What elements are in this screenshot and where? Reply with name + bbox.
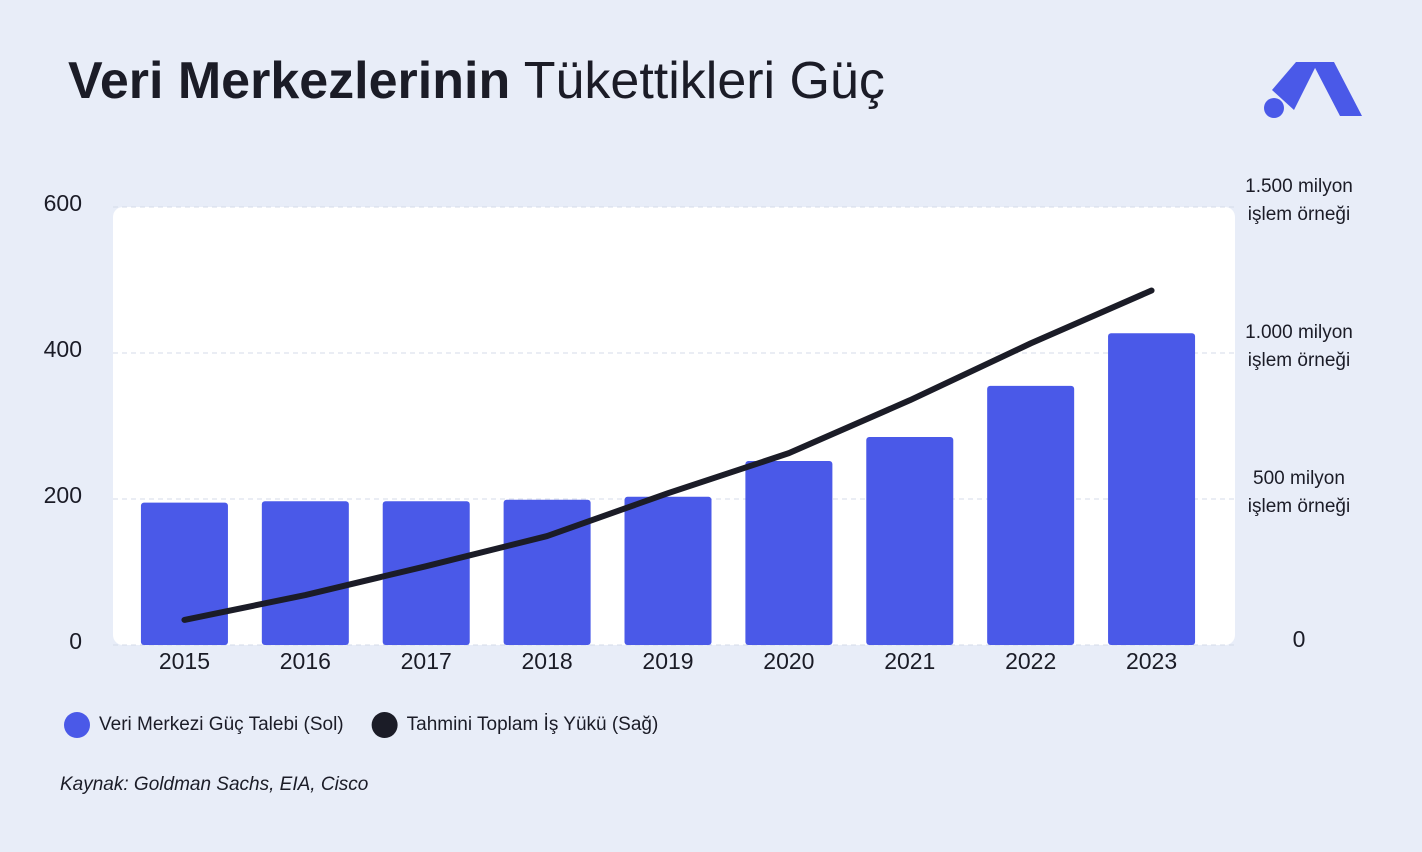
title-bold: Veri Merkezlerinin xyxy=(68,52,510,110)
x-tick-label: 2019 xyxy=(642,648,693,674)
x-tick-label: 2023 xyxy=(1126,648,1177,674)
y-tick-label: 0 xyxy=(69,628,82,654)
x-tick-label: 2017 xyxy=(401,648,452,674)
y-tick-label: 600 xyxy=(44,190,82,216)
x-tick-label: 2018 xyxy=(522,648,573,674)
x-tick-label: 2021 xyxy=(884,648,935,674)
bar xyxy=(624,496,712,645)
source: Kaynak: Goldman Sachs, EIA, Cisco xyxy=(60,774,368,795)
logo xyxy=(1264,62,1362,118)
bar xyxy=(140,502,228,645)
x-tick-label: 2020 xyxy=(763,648,814,674)
bar xyxy=(261,501,349,645)
bar xyxy=(987,385,1075,645)
legend-label: Tahmini Toplam İş Yükü (Sağ) xyxy=(407,714,659,735)
x-tick-label: 2016 xyxy=(280,648,331,674)
title-light: Tükettikleri Güç xyxy=(524,52,885,110)
legend-marker xyxy=(371,712,398,738)
bar xyxy=(382,501,470,645)
bar xyxy=(1108,333,1196,645)
bar xyxy=(866,436,954,645)
x-tick-label: 2022 xyxy=(1005,648,1056,674)
y2-tick-label: 1.000 milyon işlem örneği xyxy=(1245,322,1353,371)
legend-label: Veri Merkezi Güç Talebi (Sol) xyxy=(99,714,344,735)
x-tick-label: 2015 xyxy=(159,648,210,674)
y2-tick-label: 500 milyon işlem örneği xyxy=(1247,468,1351,517)
legend-marker xyxy=(64,712,90,738)
line xyxy=(181,287,1155,623)
bar xyxy=(745,461,833,645)
y2-tick-label: 0 xyxy=(1292,626,1306,652)
y2-tick-label: 1.500 milyon işlem örneği xyxy=(1245,176,1353,225)
y-tick-label: 400 xyxy=(44,336,82,362)
chart-title: Veri Merkezlerinin Tükettikleri Güç xyxy=(68,52,885,110)
bar xyxy=(503,499,591,645)
y-tick-label: 200 xyxy=(44,482,82,508)
